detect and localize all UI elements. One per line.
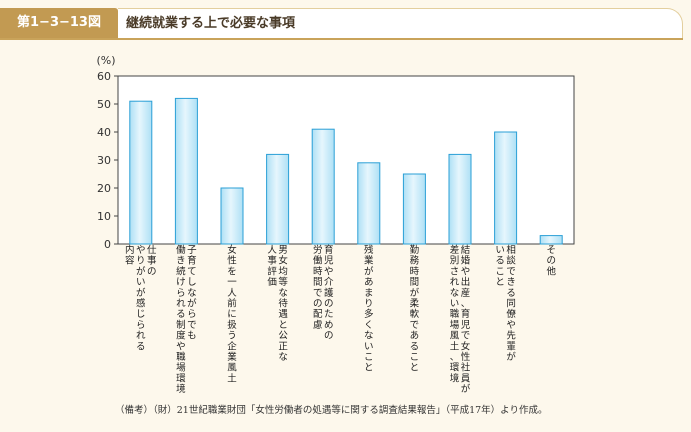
category-label: 男女均等な待遇と公正な — [278, 245, 288, 363]
category-label: 残業があまり多くないこと — [364, 244, 374, 374]
bar-1 — [129, 100, 153, 245]
y-tick-label: 40 — [97, 126, 111, 139]
y-tick-label: 30 — [97, 154, 111, 167]
category-label: 差別されない職場風土、環境 — [450, 244, 460, 384]
bar-5 — [311, 128, 335, 245]
source-note: （備考）（財）21世紀職業財団「女性労働者の処遇等に関する調査結果報告」（平成1… — [115, 405, 548, 416]
category-label: 働き続けられる制度や職場環境 — [176, 244, 186, 395]
category-label: 結婚や出産、育児で女性社員が — [461, 244, 471, 395]
bar-3 — [220, 187, 244, 245]
category-label: 内容 — [125, 244, 135, 267]
category-label: その他 — [546, 245, 556, 277]
category-label: いること — [495, 245, 505, 288]
bar-9 — [494, 131, 518, 245]
y-tick-label: 50 — [97, 98, 111, 111]
y-tick-label: 10 — [97, 210, 111, 223]
figure-number-label: 第1−3−13図 — [0, 8, 118, 38]
y-tick-label: 60 — [97, 70, 111, 83]
category-label: 労働時間での配慮 — [313, 244, 323, 331]
bar-8 — [448, 153, 472, 245]
bar-4 — [266, 153, 290, 245]
bar-7 — [402, 173, 426, 245]
category-label: 仕事の — [147, 244, 157, 277]
category-label: 相談できる同僚や先輩が — [506, 244, 516, 363]
bar-2 — [174, 97, 198, 245]
category-label: 育児や介護のための — [324, 244, 334, 342]
category-label: 人事評価 — [267, 245, 277, 288]
bar-6 — [357, 162, 381, 245]
bar-10 — [539, 235, 563, 245]
y-axis-label: (%) — [96, 54, 115, 67]
figure-title: 継続就業する上で必要な事項 — [126, 16, 296, 31]
y-tick-label: 20 — [97, 182, 111, 195]
y-tick-label: 0 — [104, 238, 111, 251]
header-divider — [0, 38, 683, 40]
category-label: やりがいが感じられる — [136, 245, 146, 352]
figure-title-box: 継続就業する上で必要な事項 — [118, 8, 683, 39]
category-label: 勤務時間が柔軟であること — [410, 244, 420, 374]
category-label: 女性を一人前に扱う企業風土 — [227, 244, 237, 384]
figure-header: 第1−3−13図 継続就業する上で必要な事項 — [0, 8, 683, 40]
category-label: 子育てしながらでも — [187, 245, 197, 342]
